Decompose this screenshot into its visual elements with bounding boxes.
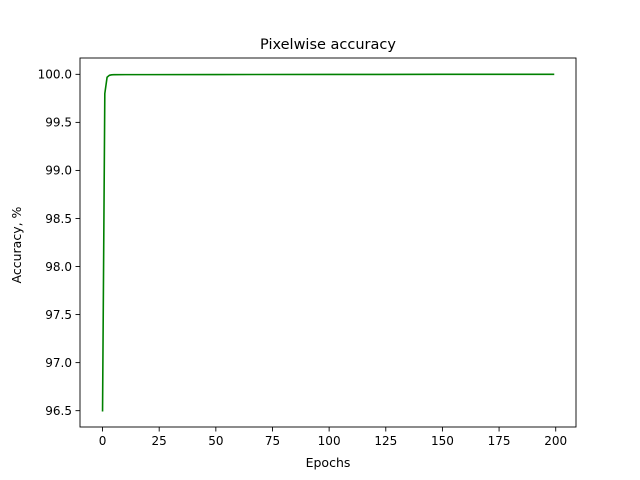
series-line-0 bbox=[101, 73, 555, 412]
y-tick-label: 100.0 bbox=[38, 68, 72, 82]
plot-area: 0 25 50 75 100 125 150 175 200 96.5 97.0 97.5 98.0 98… bbox=[38, 57, 577, 448]
y-tick-label: 99.5 bbox=[45, 116, 72, 130]
y-tick-label: 98.5 bbox=[45, 212, 72, 226]
y-tick-label: 97.5 bbox=[45, 308, 72, 322]
y-tick-label: 99.0 bbox=[45, 164, 72, 178]
x-tick-label: 75 bbox=[265, 434, 280, 448]
x-tick-label: 100 bbox=[318, 434, 341, 448]
x-tick-label: 0 bbox=[99, 434, 107, 448]
x-tick-label: 200 bbox=[544, 434, 567, 448]
axes-frame bbox=[79, 57, 577, 428]
x-tick-label: 125 bbox=[374, 434, 397, 448]
y-axis-label: Accuracy, % bbox=[9, 206, 24, 283]
x-tick-label: 25 bbox=[152, 434, 167, 448]
x-tick-label: 175 bbox=[488, 434, 511, 448]
x-tick-label: 150 bbox=[431, 434, 454, 448]
x-tick-label: 50 bbox=[208, 434, 223, 448]
y-tick-label: 96.5 bbox=[45, 404, 72, 418]
x-axis-label: Epochs bbox=[306, 455, 351, 470]
y-tick-label: 97.0 bbox=[45, 356, 72, 370]
chart-title: Pixelwise accuracy bbox=[260, 37, 396, 53]
y-tick-label: 98.0 bbox=[45, 260, 72, 274]
